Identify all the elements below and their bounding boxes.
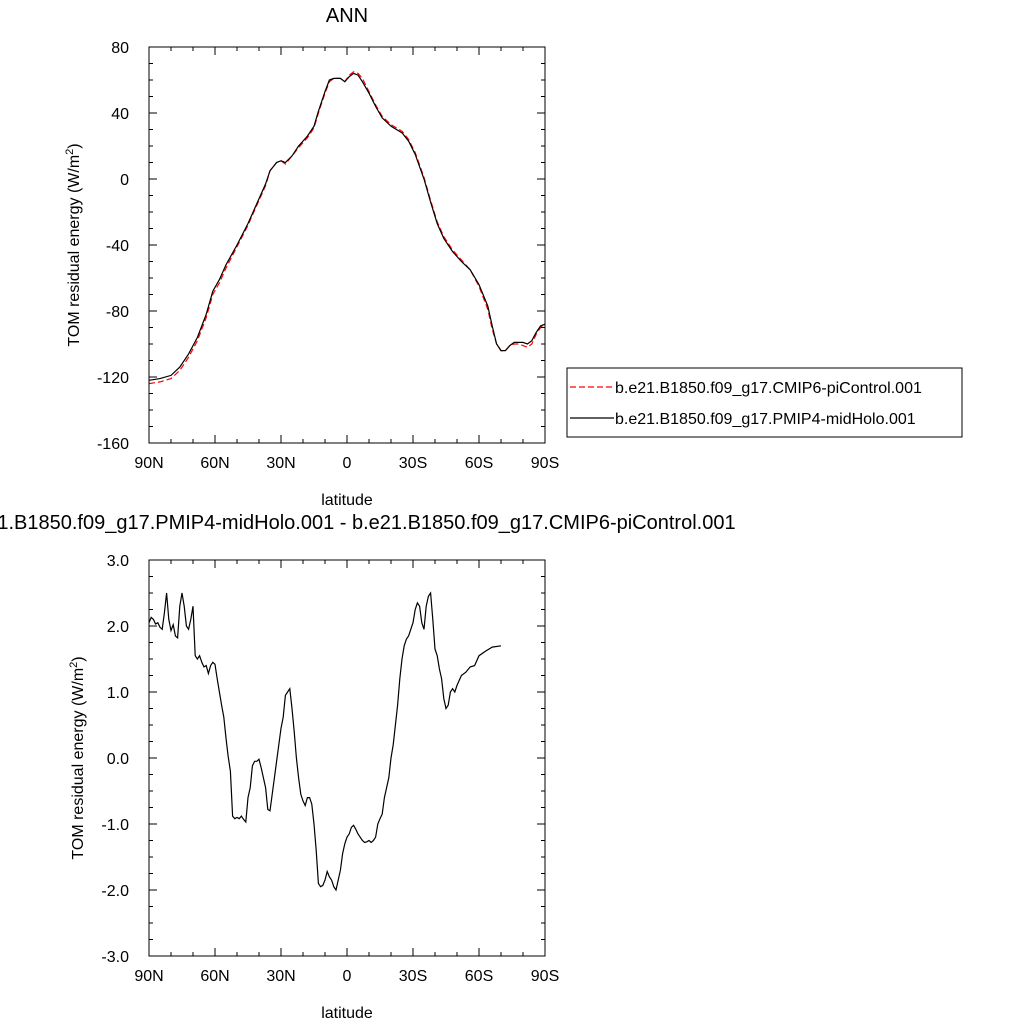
top-chart-title: ANN [326,5,368,27]
top-y-axis-title-end: ) [66,143,83,148]
top-ytick-label-5: 40 [111,106,129,123]
top-plot-frame [148,46,546,444]
top-x-axis-title: latitude [321,492,373,509]
top-xtick-label-6: 90S [531,455,559,472]
top-y-axis-title-sup: 2 [64,149,76,155]
legend-label-picontrol: b.e21.B1850.f09_g17.CMIP6-piControl.001 [615,380,922,397]
bottom-xtick-label-3: 0 [343,968,352,985]
bottom-ytick-label-4: 1.0 [107,685,129,702]
top-xtick-label-1: 60N [200,455,229,472]
legend: b.e21.B1850.f09_g17.CMIP6-piControl.001 … [566,367,963,438]
top-ytick-label-6: 80 [111,40,129,57]
top-ytick-label-1: -120 [97,370,129,387]
top-xtick-label-0: 90N [134,455,163,472]
bottom-y-axis-title: TOM residual energy (W/m2) [68,656,87,859]
legend-label-midholo: b.e21.B1850.f09_g17.PMIP4-midHolo.001 [615,411,916,428]
bottom-xtick-label-1: 60N [200,968,229,985]
bottom-ytick-label-0: -3.0 [101,949,129,966]
top-y-axis-title-main: TOM residual energy (W/m [66,155,83,347]
top-series-line-1 [148,72,546,381]
top-xtick-label-5: 60S [465,455,493,472]
legend-box [566,367,963,438]
top-xtick-label-3: 0 [343,455,352,472]
top-ytick-label-2: -80 [106,304,129,321]
top-ticks-group: 90N 60N 30N 0 30S 60S 90S -160 -120 -80 -40 0 40 80 [97,40,559,472]
bottom-xtick-label-4: 30S [399,968,427,985]
bottom-ytick-label-2: -1.0 [101,817,129,834]
bottom-chart: b.e21.B1850.f09_g17.PMIP4-midHolo.001 - … [0,512,736,1022]
bottom-x-axis-title: latitude [321,1005,373,1022]
top-xtick-label-2: 30N [266,455,295,472]
bottom-ytick-label-6: 3.0 [107,553,129,570]
top-ytick-label-0: -160 [97,436,129,453]
bottom-xtick-label-2: 30N [266,968,295,985]
bottom-series-group [148,591,502,892]
top-ytick-label-3: -40 [106,238,129,255]
bottom-ytick-label-1: -2.0 [101,883,129,900]
top-series-group [148,71,546,385]
top-xtick-label-4: 30S [399,455,427,472]
bottom-ticks-group: 90N 60N 30N 0 30S 60S 90S -3.0 -2.0 -1.0 0.0 1.0 2.0… [101,553,559,985]
top-y-axis-title: TOM residual energy (W/m2) [64,143,83,346]
bottom-y-axis-title-sup: 2 [68,662,80,668]
bottom-y-axis-title-main: TOM residual energy (W/m [70,668,87,860]
top-series-line-0 [148,71,546,385]
bottom-ytick-label-3: 0.0 [107,751,129,768]
bottom-y-axis-title-end: ) [70,656,87,661]
bottom-xtick-label-5: 60S [465,968,493,985]
bottom-plot-frame [148,559,546,957]
top-ytick-label-4: 0 [120,172,129,189]
bottom-chart-title: b.e21.B1850.f09_g17.PMIP4-midHolo.001 - … [0,512,736,534]
bottom-xtick-label-6: 90S [531,968,559,985]
bottom-series-line-0 [148,591,502,892]
top-chart: ANN 90N 60N 30N 0 30S 60S 90S -160 -120 -80 -40 0 40… [64,5,559,509]
bottom-xtick-label-0: 90N [134,968,163,985]
bottom-ytick-label-5: 2.0 [107,619,129,636]
